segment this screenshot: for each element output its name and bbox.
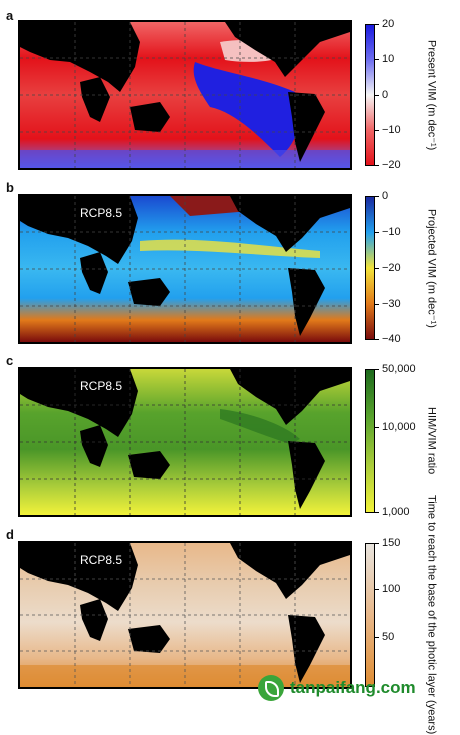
panel-letter-d: d [6, 527, 14, 542]
colorbar-b-tick-mark [375, 268, 379, 269]
colorbar-c-tick-mark [375, 512, 379, 513]
map-present-vim [18, 20, 352, 170]
panel-b: b [0, 180, 460, 350]
colorbar-c-tick-mark [375, 427, 379, 428]
watermark: tanpaifang.com [258, 674, 458, 702]
panel-letter-c: c [6, 353, 14, 368]
colorbar-d-label: Time to reach the base of the photic lay… [425, 495, 438, 735]
panel-letter-a: a [6, 8, 14, 23]
panel-d: d [0, 495, 460, 735]
colorbar-d-tick-label: 150 [382, 537, 401, 549]
watermark-text: tanpaifang.com [290, 678, 416, 697]
colorbar-b-tick-label: 0 [382, 190, 389, 202]
panel-c: c [0, 353, 460, 523]
colorbar-d-tick-label: 100 [382, 583, 401, 595]
colorbar-d-tick-mark [375, 637, 379, 638]
colorbar-b-tick-mark [375, 339, 379, 340]
panel-letter-b: b [6, 180, 14, 195]
colorbar-a-tick-mark [375, 130, 379, 131]
colorbar-a-label: Present VIM (m dec⁻¹) [425, 39, 438, 151]
colorbar-a-tick-mark [375, 59, 379, 60]
colorbar-a-tick-label: −20 [382, 159, 401, 171]
colorbar-a-tick-mark [375, 24, 379, 25]
colorbar-a-tick-label: 10 [382, 53, 395, 65]
colorbar-d-tick-mark [375, 543, 379, 544]
scenario-label-c: RCP8.5 [80, 379, 123, 393]
map-him-vim-ratio: RCP8.5 [18, 367, 352, 517]
colorbar-b [365, 196, 375, 340]
colorbar-b-tick-label: −10 [382, 226, 401, 238]
leaf-logo-icon [258, 675, 284, 701]
colorbar-b-tick-label: −40 [382, 333, 401, 345]
scenario-label-d: RCP8.5 [80, 553, 123, 567]
scenario-label-b: RCP8.5 [80, 206, 123, 220]
colorbar-a-tick-label: 20 [382, 18, 395, 30]
colorbar-b-tick-mark [375, 196, 379, 197]
colorbar-a-tick-label: 0 [382, 89, 389, 101]
colorbar-c-tick-label: 10,000 [382, 421, 416, 433]
colorbar-b-tick-label: −20 [382, 262, 401, 274]
colorbar-c-tick-label: 1,000 [382, 506, 410, 518]
colorbar-c-label: HIM/VIM ratio [425, 407, 438, 475]
colorbar-d [365, 543, 375, 687]
colorbar-c-tick-mark [375, 369, 379, 370]
panel-a: a [0, 8, 460, 178]
colorbar-a-tick-mark [375, 165, 379, 166]
colorbar-b-tick-label: −30 [382, 298, 401, 310]
colorbar-a-tick-label: −10 [382, 124, 401, 136]
colorbar-c-tick-label: 50,000 [382, 363, 416, 375]
colorbar-c [365, 369, 375, 513]
colorbar-b-tick-mark [375, 304, 379, 305]
colorbar-d-tick-label: 50 [382, 631, 395, 643]
colorbar-a-tick-mark [375, 95, 379, 96]
colorbar-d-tick-mark [375, 589, 379, 590]
colorbar-b-label: Projected VIM (m dec⁻¹) [425, 208, 438, 328]
colorbar-b-tick-mark [375, 232, 379, 233]
map-projected-vim: RCP8.5 [18, 194, 352, 344]
map-photic-layer-time: RCP8.5 [18, 541, 352, 689]
colorbar-a [365, 24, 375, 166]
